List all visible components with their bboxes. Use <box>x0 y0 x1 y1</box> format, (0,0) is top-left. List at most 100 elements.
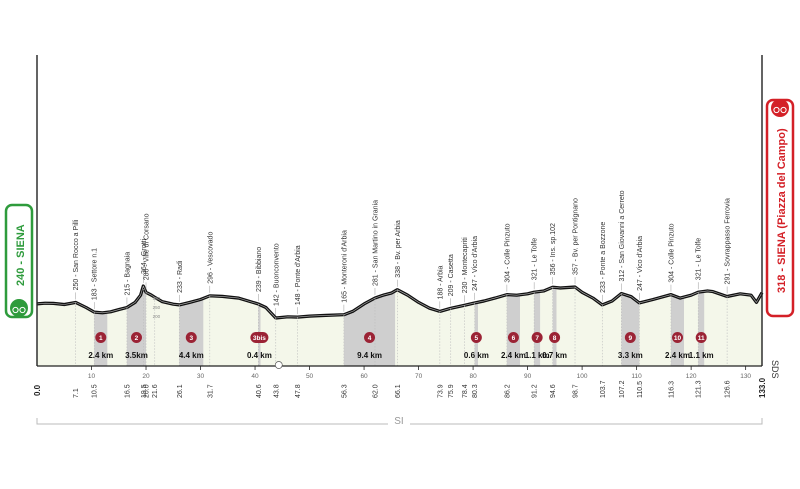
km-label: 107.2 <box>619 380 626 398</box>
sector-marker-5 <box>470 332 482 343</box>
km-start-label: 0.0 <box>33 384 42 396</box>
profile-area <box>37 286 762 366</box>
sector-length: 0.4 km <box>247 351 272 360</box>
sector-marker-1 <box>95 332 107 343</box>
sector-number: 7 <box>535 335 539 342</box>
km-label: 94.6 <box>550 384 557 398</box>
sector-number: 3bis <box>253 335 266 342</box>
axis-tick-label: 110 <box>631 373 642 380</box>
sector-marker-4 <box>364 332 376 343</box>
km-label: 116.3 <box>669 381 676 398</box>
place-label: 209 - Casetta <box>448 254 455 296</box>
axis-tick-label: 30 <box>197 373 205 380</box>
sector-number: 1 <box>99 335 103 342</box>
sector-number: 3 <box>189 335 193 342</box>
sector-number: 8 <box>553 335 557 342</box>
sector-length: 0.7 km <box>542 351 567 360</box>
sector-length: 4.4 km <box>179 351 204 360</box>
axis-tick-label: 40 <box>251 373 259 380</box>
sector-marker-10 <box>672 332 684 343</box>
axis-tick-label: 70 <box>415 373 423 380</box>
sector-marker-2 <box>130 332 142 343</box>
place-label: 364 - Grotti <box>141 239 148 274</box>
place-label: 321 - Le Tolfe <box>532 238 539 280</box>
km-label: 110.5 <box>637 381 644 398</box>
axis-tick-label: 80 <box>469 373 477 380</box>
sector-length: 9.4 km <box>357 351 382 360</box>
place-label: 148 - Ponte d'Arbia <box>295 245 302 305</box>
km-label: 66.1 <box>395 384 402 398</box>
axis-tick-label: 60 <box>360 373 368 380</box>
bike-icon-wheel-right <box>780 106 787 114</box>
sector-shade-9 <box>621 293 640 366</box>
side-label: SDS <box>770 360 780 379</box>
km-label: 86.2 <box>504 384 511 398</box>
bike-icon <box>10 299 28 317</box>
bike-icon <box>771 99 789 117</box>
bottom-label: SI <box>394 416 403 427</box>
start-badge: 240 - SIENA <box>4 203 34 319</box>
start-badge-label: 240 - SIENA <box>15 224 27 286</box>
sector-length: 2.4 km <box>501 351 526 360</box>
axis-tick-label: 130 <box>740 373 751 380</box>
axis-tick-label: 50 <box>306 373 314 380</box>
axis-tick-label: 10 <box>88 373 96 380</box>
sector-number: 5 <box>475 335 479 342</box>
place-label: 296 - Vescovado <box>207 232 214 284</box>
bike-icon-wheel-left <box>773 106 780 114</box>
sector-length: 1.1 km <box>689 351 714 360</box>
sector-shade-8 <box>552 287 557 366</box>
km-label: 43.8 <box>273 384 280 398</box>
sector-shade-2 <box>126 286 146 366</box>
place-label: 188 - Arbia <box>437 265 444 299</box>
elevation-tick-label: 300 <box>153 296 161 301</box>
km-label: 75.9 <box>448 384 455 398</box>
place-label: 338 - Bv. per Arbia <box>395 220 402 278</box>
sector-length: 3.5km <box>125 351 148 360</box>
sector-marker-3 <box>185 332 197 343</box>
sector-length: 2.4 km <box>88 351 113 360</box>
km-label: 98.7 <box>573 384 580 398</box>
km-label: 21.6 <box>152 384 159 398</box>
place-label: 239 - Bibbiano <box>256 247 263 292</box>
sector-marker-6 <box>507 332 519 343</box>
axis-tick-label: 90 <box>524 373 532 380</box>
bottom-bracket: SI <box>36 414 763 427</box>
place-label: 142 - Buonconvento <box>273 243 280 306</box>
finish-badge-label: 318 - SIENA (Piazza del Campo) <box>776 128 788 293</box>
km-label: 19.5 <box>141 384 148 398</box>
axis-tick-label: 120 <box>686 373 697 380</box>
km-label: 73.9 <box>437 384 444 398</box>
place-label: 247 - Vico d'Arbia <box>637 236 644 291</box>
sector-number: 6 <box>512 335 516 342</box>
sector-length: 0.6 km <box>464 351 489 360</box>
km-label: 91.2 <box>532 384 539 398</box>
sector-marker-11 <box>695 332 707 343</box>
place-label: 165 - Monteroni d'Arbia <box>341 230 348 303</box>
place-label: 247 - Vico d'Arbia <box>472 236 479 291</box>
sector-length: 1.1 km <box>525 351 550 360</box>
feed-zone-icon <box>274 361 283 369</box>
place-label: 281 - San Martino in Grania <box>373 200 380 286</box>
place-label: 183 - Settore n.1 <box>92 248 99 300</box>
sector-shade-6 <box>506 294 520 366</box>
place-label: 233 - Radi <box>177 260 184 293</box>
sector-marker-7 <box>531 332 543 343</box>
finish-badge: 318 - SIENA (Piazza del Campo) <box>765 98 795 318</box>
km-label: 126.6 <box>725 380 732 398</box>
sector-length: 3.3 km <box>618 351 643 360</box>
km-label: 10.5 <box>92 384 99 398</box>
km-label: 47.8 <box>295 384 302 398</box>
km-label: 56.3 <box>341 384 348 398</box>
place-label: 321 - Le Tolfe <box>696 238 703 280</box>
sector-number: 10 <box>674 335 682 342</box>
km-label: 40.6 <box>256 384 263 398</box>
km-end-label: 133.0 <box>758 377 767 398</box>
place-label: 291 - Sovrappasso Ferrovia <box>725 198 732 284</box>
km-label: 103.7 <box>600 380 607 398</box>
elevation-tick-label: 200 <box>153 314 161 319</box>
place-label: 304 - Colle Pinzuto <box>504 223 511 282</box>
km-label: 20.0 <box>144 384 151 398</box>
